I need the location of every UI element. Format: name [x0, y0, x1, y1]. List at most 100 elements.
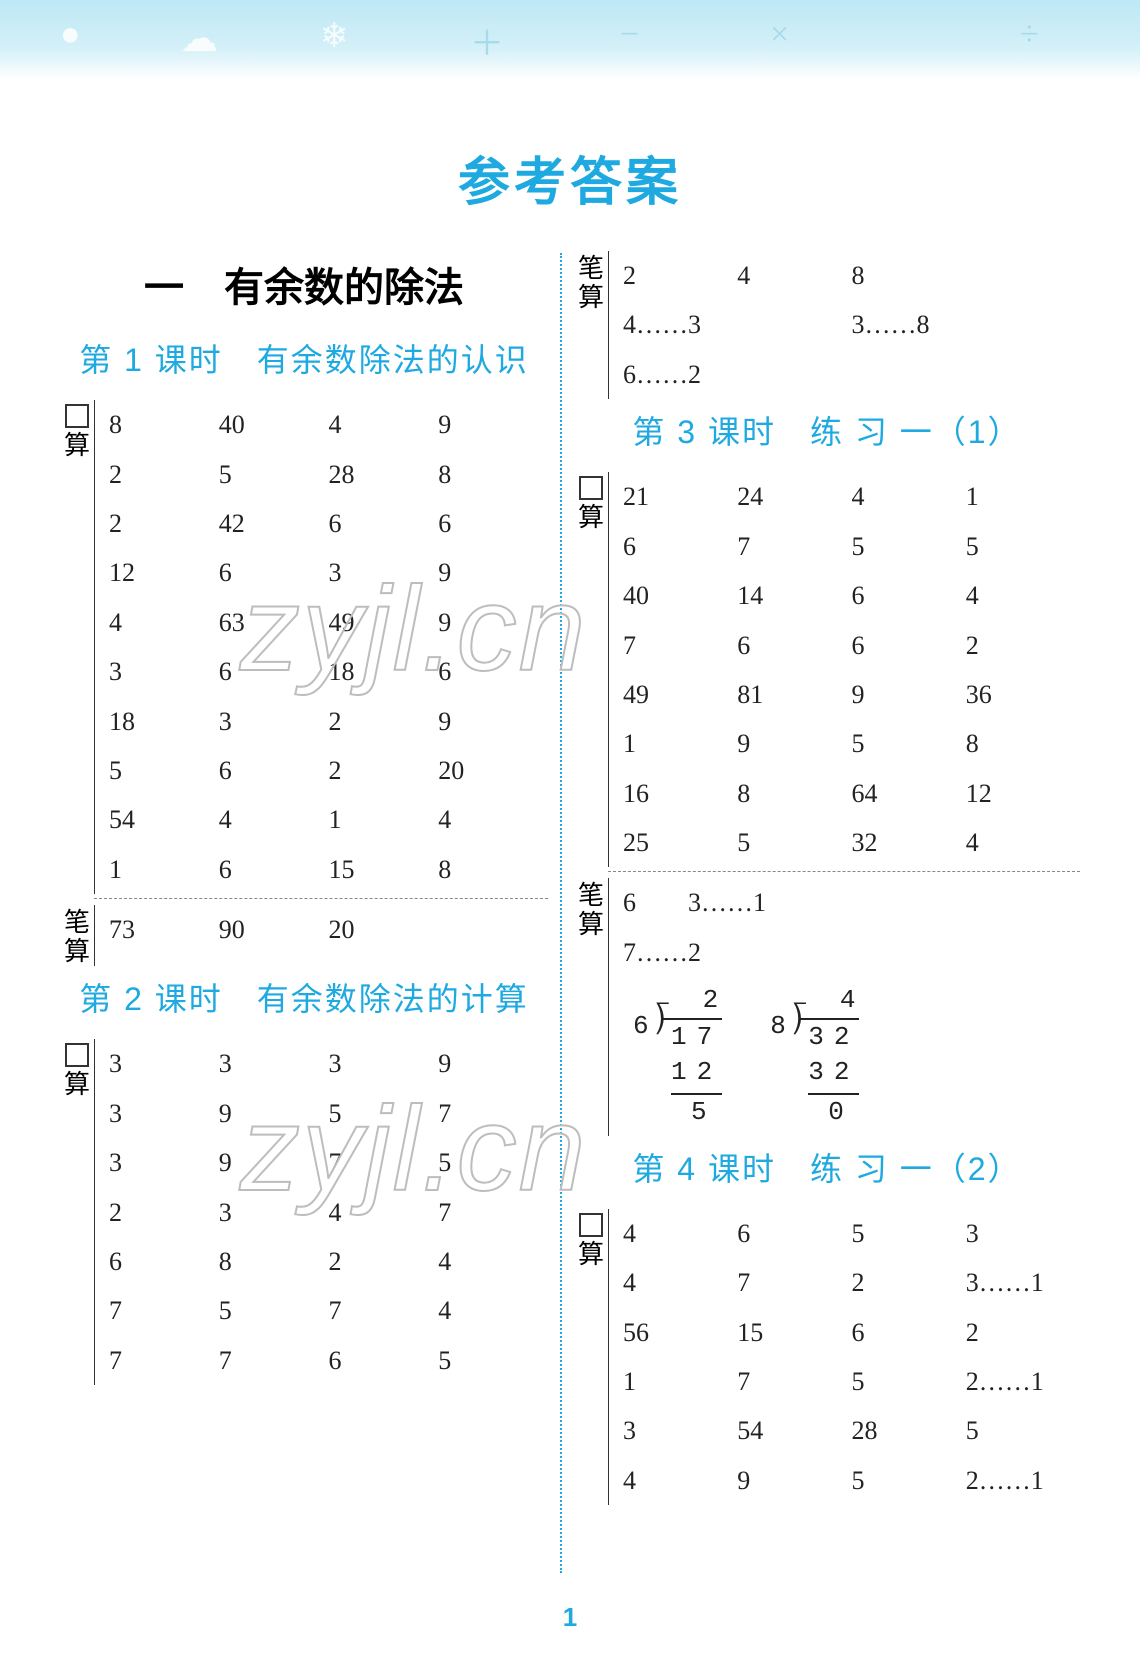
- cell: 5: [852, 522, 966, 571]
- cell: 5: [966, 1406, 1080, 1455]
- cell: 5: [966, 522, 1080, 571]
- cell: 3: [109, 647, 219, 696]
- table-row: 24266: [109, 499, 548, 548]
- cell: 8: [438, 450, 548, 499]
- right-column: 笔 算 2484……33……86……2 第 3 课时 练 习 一（1） 算 21…: [562, 245, 1080, 1573]
- cell: 7: [329, 1286, 439, 1335]
- table-row: 739020: [109, 905, 548, 954]
- cell: 8: [966, 719, 1080, 768]
- page-number: 1: [0, 1602, 1140, 1633]
- cell: 7: [109, 1336, 219, 1385]
- cell: 6……2: [623, 350, 737, 399]
- bisuan-label: 笔 算: [60, 905, 94, 966]
- cell: 7: [109, 1286, 219, 1335]
- cell: 21: [623, 472, 737, 521]
- cell: 3: [219, 1188, 329, 1237]
- cell: 18: [109, 697, 219, 746]
- kousuan-label-2: 算: [60, 1039, 94, 1385]
- suan-text-4: 算: [578, 504, 604, 533]
- cell: 9: [438, 598, 548, 647]
- table-row: 3339: [109, 1039, 548, 1088]
- cell: 4: [623, 1456, 737, 1505]
- cell: 18: [329, 647, 439, 696]
- cell: 9: [852, 670, 966, 719]
- cell: 5: [329, 1089, 439, 1138]
- cell: 28: [329, 450, 439, 499]
- cell: 3……8: [852, 300, 966, 349]
- cell: 7: [623, 621, 737, 670]
- lesson-1-title: 第 1 课时 有余数除法的认识: [60, 335, 548, 386]
- table-row: 7662: [623, 621, 1080, 670]
- suan-text-6: 算: [578, 1241, 604, 1270]
- cell: 6: [109, 1237, 219, 1286]
- cell: 6: [852, 1308, 966, 1357]
- cell: 54: [109, 795, 219, 844]
- lesson2-kou-body: 3339395739752347682475747765: [94, 1039, 548, 1385]
- table-row: 248: [623, 251, 1080, 300]
- table-row: 84049: [109, 400, 548, 449]
- cell: 28: [852, 1406, 966, 1455]
- cell: 8: [219, 1237, 329, 1286]
- table-row: 4981936: [623, 670, 1080, 719]
- cell: 4……3: [623, 300, 737, 349]
- cell: 2: [852, 1258, 966, 1307]
- cell: 4: [623, 1209, 737, 1258]
- cell: 9: [737, 719, 851, 768]
- cell: [438, 905, 548, 954]
- cell: 6: [329, 1336, 439, 1385]
- plus-icon: ＋: [470, 16, 504, 65]
- top-banner: ● ☁ ❄ ＋ − × ÷: [0, 0, 1140, 80]
- cell: 3: [623, 1406, 737, 1455]
- cell: 9: [438, 548, 548, 597]
- suan-text: 算: [64, 432, 90, 461]
- cell: 4: [966, 818, 1080, 867]
- cell: 6: [852, 621, 966, 670]
- cell: 20: [329, 905, 439, 954]
- cell: 3: [329, 1039, 439, 1088]
- table-row: 54414: [109, 795, 548, 844]
- cell: 1: [623, 719, 737, 768]
- divider: [94, 898, 548, 899]
- cell: 9: [438, 400, 548, 449]
- table-row: 36186: [109, 647, 548, 696]
- table-row: 212441: [623, 472, 1080, 521]
- cell: 4: [109, 598, 219, 647]
- kousuan-label-4: 算: [574, 1209, 608, 1505]
- suan-text-3: 算: [64, 1071, 90, 1100]
- cell: [966, 251, 1080, 300]
- cell: 8: [438, 845, 548, 894]
- lesson3-kou-body: 2124416755401464766249819361958168641225…: [608, 472, 1080, 867]
- lesson4-kou-body: 46534723……15615621752……13542854952……1: [608, 1209, 1080, 1505]
- long-division-item: 48⟌32320: [770, 983, 859, 1129]
- kousuan-label: 算: [60, 400, 94, 894]
- cell: 36: [966, 670, 1080, 719]
- cell: 5: [852, 1209, 966, 1258]
- content-area: 一 有余数的除法 第 1 课时 有余数除法的认识 算 8404925288242…: [0, 245, 1140, 1573]
- cell: 5: [852, 1357, 966, 1406]
- cell: 15: [737, 1308, 851, 1357]
- cell: 4: [737, 251, 851, 300]
- cell: 9: [219, 1089, 329, 1138]
- cell: 49: [329, 598, 439, 647]
- cell: [737, 350, 851, 399]
- cell: 2: [109, 499, 219, 548]
- long-division: 26⟌1712548⟌32320: [633, 983, 1080, 1129]
- cell: 7: [219, 1336, 329, 1385]
- table-row: 3957: [109, 1089, 548, 1138]
- cell: 14: [737, 571, 851, 620]
- kousuan-label-3: 算: [574, 472, 608, 867]
- lesson-4-title: 第 4 课时 练 习 一（2）: [574, 1144, 1080, 1195]
- cell: 6: [438, 499, 548, 548]
- table-row: 1752……1: [623, 1357, 1080, 1406]
- cell: 2: [329, 1237, 439, 1286]
- cell: 4: [438, 1286, 548, 1335]
- lesson1-bi-body: 739020: [94, 905, 548, 966]
- cell: 9: [219, 1138, 329, 1187]
- top-bisuan-block: 笔 算 2484……33……86……2: [574, 251, 1080, 399]
- table-row: 6……2: [623, 350, 1080, 399]
- lesson-2-title: 第 2 课时 有余数除法的计算: [60, 974, 548, 1025]
- table-row: 2347: [109, 1188, 548, 1237]
- table-row: 4……3 3……8: [623, 300, 1080, 349]
- table-row: 561562: [623, 1308, 1080, 1357]
- cell: 4: [329, 400, 439, 449]
